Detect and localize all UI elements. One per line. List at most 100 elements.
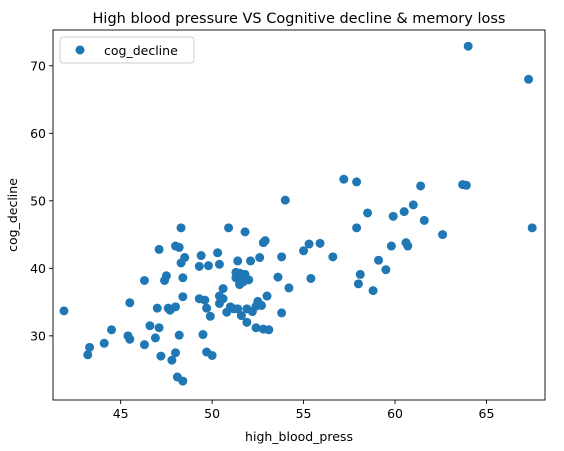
data-point (339, 174, 349, 184)
chart-title: High blood pressure VS Cognitive decline… (93, 11, 506, 27)
data-point (83, 350, 93, 360)
data-point (145, 321, 155, 331)
x-tick-label: 45 (113, 406, 129, 421)
data-point (150, 333, 160, 343)
data-point (161, 271, 171, 281)
data-point (218, 294, 228, 304)
plot-area-frame (52, 29, 546, 401)
data-point (438, 230, 448, 240)
data-point (408, 200, 418, 210)
data-point (388, 211, 398, 221)
data-point (262, 291, 272, 301)
legend-marker (75, 45, 85, 55)
y-tick-label: 60 (30, 126, 46, 141)
data-point (299, 246, 309, 256)
data-point (233, 304, 243, 314)
data-point (386, 241, 396, 251)
data-point (167, 355, 177, 365)
x-tick-label: 65 (479, 406, 495, 421)
y-tick-label: 70 (30, 58, 46, 73)
y-tick-label: 50 (30, 193, 46, 208)
data-point (176, 223, 186, 233)
data-point (59, 306, 69, 316)
data-point (171, 302, 181, 312)
data-point (203, 261, 213, 271)
x-axis-label: high_blood_press (245, 429, 353, 444)
data-point (277, 308, 287, 318)
data-point (463, 41, 473, 51)
data-point (419, 215, 429, 225)
data-point (125, 334, 135, 344)
data-point (255, 253, 265, 263)
y-tick-label: 40 (30, 261, 46, 276)
data-point (178, 273, 188, 283)
data-point (242, 317, 252, 327)
data-point (194, 261, 204, 271)
data-point (178, 292, 188, 302)
data-point (524, 74, 534, 84)
data-point (139, 340, 149, 350)
x-axis-ticks: 45 50 55 60 65 (113, 400, 495, 421)
data-point (273, 272, 283, 282)
y-axis-ticks: 30 40 50 60 70 (30, 58, 53, 343)
data-point (416, 181, 426, 191)
data-point (236, 311, 246, 321)
data-point (315, 238, 325, 248)
data-point (306, 273, 316, 283)
data-point (353, 279, 363, 289)
data-point (240, 227, 250, 237)
data-point (527, 223, 537, 233)
data-point (461, 180, 471, 190)
data-point (374, 255, 384, 265)
data-point (156, 351, 166, 361)
data-point (355, 269, 365, 279)
data-point (174, 242, 184, 252)
data-point (200, 295, 210, 305)
data-point (277, 252, 287, 262)
data-point (152, 303, 162, 313)
data-point (174, 330, 184, 340)
data-point (304, 239, 314, 249)
legend-label: cog_decline (104, 43, 178, 58)
data-point (214, 259, 224, 269)
data-point (403, 241, 413, 251)
data-point (202, 303, 212, 313)
data-point (198, 330, 208, 340)
data-point (205, 311, 215, 321)
data-point (363, 208, 373, 218)
scatter-points (59, 41, 537, 386)
data-point (352, 223, 362, 233)
data-point (180, 253, 190, 263)
data-point (257, 300, 267, 310)
x-tick-label: 60 (387, 406, 403, 421)
data-point (218, 284, 228, 294)
data-point (244, 275, 254, 285)
data-point (264, 325, 274, 335)
data-point (251, 323, 261, 333)
data-point (207, 350, 217, 360)
data-point (352, 177, 362, 187)
data-point (368, 286, 378, 296)
x-tick-label: 50 (204, 406, 220, 421)
data-point (224, 223, 234, 233)
data-point (284, 283, 294, 293)
data-point (99, 338, 109, 348)
data-point (260, 236, 270, 246)
data-point (171, 348, 181, 358)
data-point (154, 244, 164, 254)
data-point (381, 265, 391, 275)
data-point (246, 256, 256, 266)
data-point (178, 376, 188, 386)
y-axis-label: cog_decline (5, 178, 20, 252)
legend-box (59, 36, 195, 64)
data-point (139, 275, 149, 285)
x-tick-label: 55 (296, 406, 312, 421)
data-point (85, 342, 95, 352)
y-tick-label: 30 (30, 328, 46, 343)
data-point (328, 252, 338, 262)
data-point (154, 323, 164, 333)
data-point (233, 256, 243, 266)
data-point (280, 195, 290, 205)
